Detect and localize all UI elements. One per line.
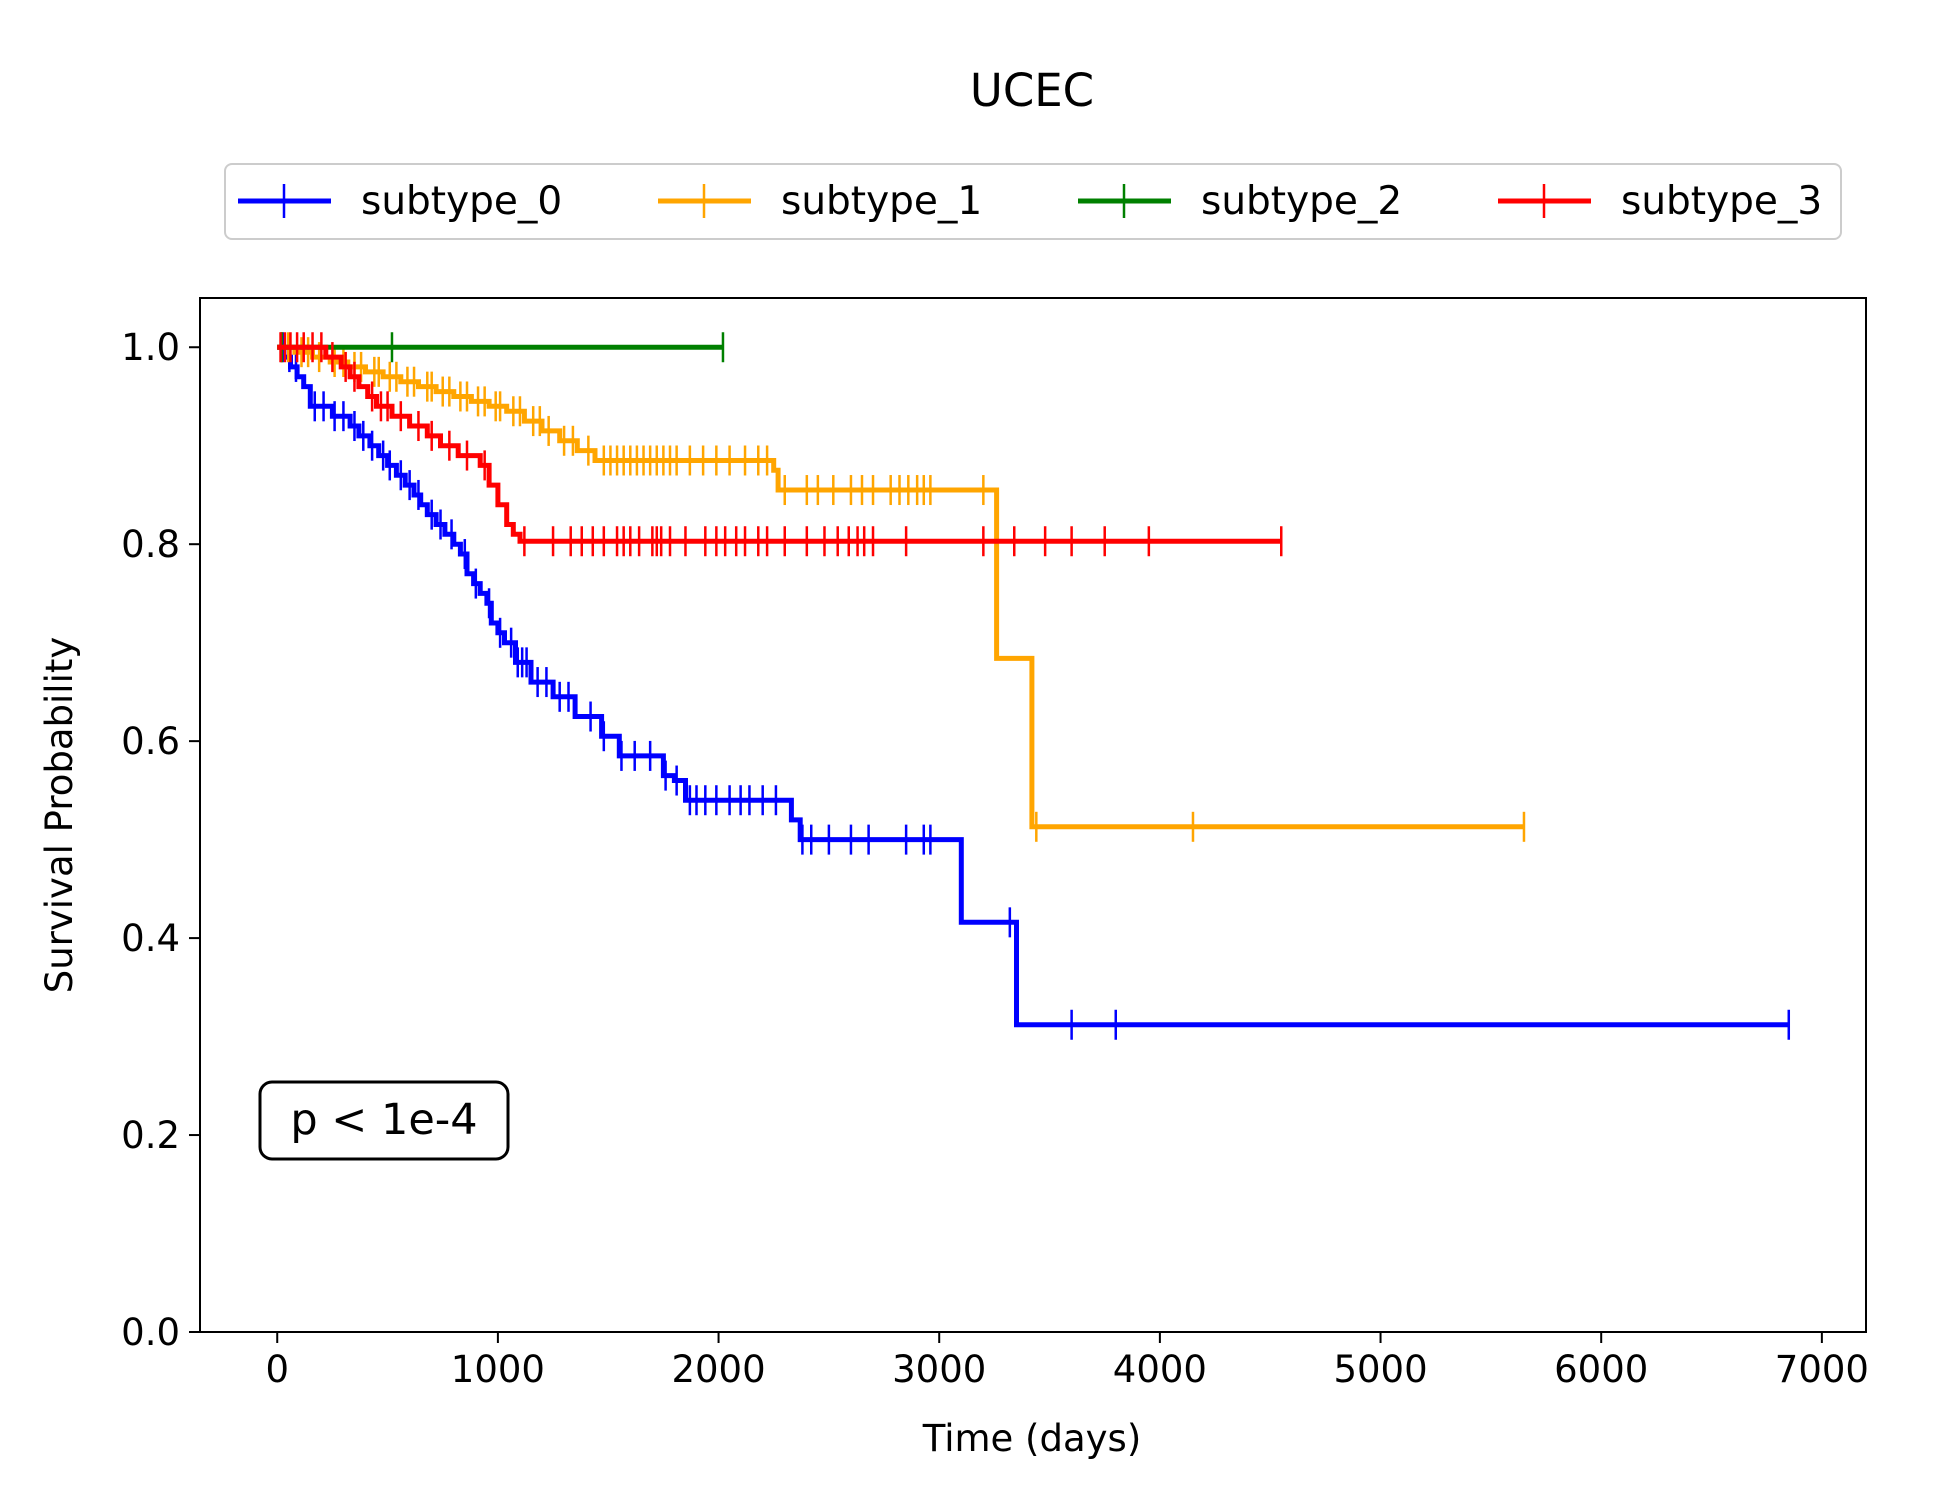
x-tick-label: 5000 — [1333, 1348, 1427, 1391]
p-value-text: p < 1e-4 — [290, 1095, 477, 1145]
y-tick-label: 1.0 — [121, 326, 180, 369]
y-tick-label: 0.2 — [121, 1114, 180, 1157]
y-tick-label: 0.8 — [121, 523, 180, 566]
x-tick-label: 6000 — [1554, 1348, 1648, 1391]
x-axis-label: Time (days) — [922, 1417, 1142, 1460]
legend: subtype_0 subtype_1 subtype_2 subtype_3 — [224, 163, 1842, 240]
x-tick-label: 4000 — [1113, 1348, 1207, 1391]
y-axis-label: Survival Probability — [38, 637, 81, 994]
legend-label: subtype_0 — [361, 179, 562, 224]
p-value-box — [258, 1080, 510, 1161]
legend-entry-subtype_0: subtype_0 — [238, 179, 562, 224]
x-tick-label: 0 — [265, 1348, 289, 1391]
y-tick-label: 0.4 — [121, 917, 180, 960]
survival-curve-subtype_3 — [277, 344, 1282, 544]
x-tick-label: 7000 — [1775, 1348, 1869, 1391]
x-tick-label: 2000 — [671, 1348, 765, 1391]
x-tick-label: 3000 — [892, 1348, 986, 1391]
series-subtype_0 — [277, 332, 1791, 1040]
legend-entry-subtype_2: subtype_2 — [1078, 179, 1402, 224]
chart-title: UCEC — [970, 64, 1094, 117]
x-tick-label: 1000 — [451, 1348, 545, 1391]
y-tick-label: 0.6 — [121, 720, 180, 763]
legend-label: subtype_1 — [781, 179, 982, 224]
legend-entry-subtype_3: subtype_3 — [1498, 179, 1822, 224]
p-value-annotation: p < 1e-4 — [258, 1080, 510, 1161]
plot-area: 0 1000 2000 3000 4000 5000 6000 7000 0.0 0.2 0.4 0… — [121, 297, 1869, 1391]
legend-frame — [224, 163, 1842, 240]
y-tick-label: 0.0 — [121, 1311, 180, 1354]
legend-label: subtype_3 — [1621, 179, 1822, 224]
legend-label: subtype_2 — [1201, 179, 1402, 224]
survival-curve-subtype_0 — [277, 344, 1789, 1028]
series-subtype_3 — [277, 332, 1283, 557]
legend-entry-subtype_1: subtype_1 — [658, 179, 982, 224]
